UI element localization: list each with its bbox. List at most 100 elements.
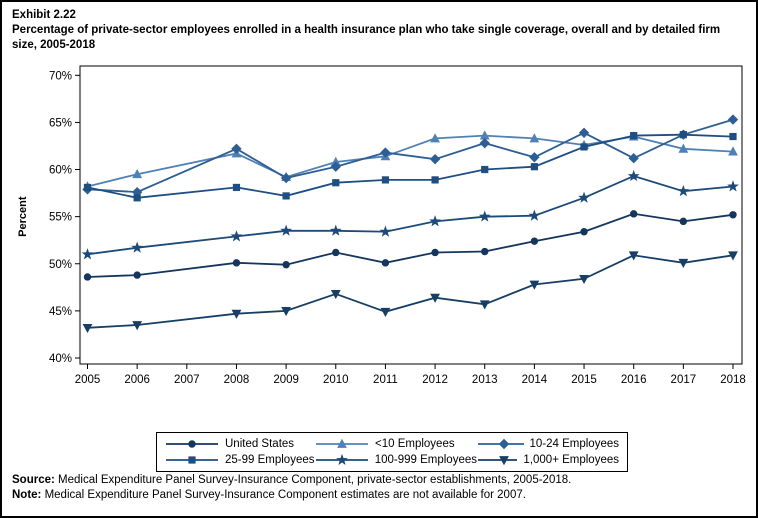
y-tick-label: 50%	[49, 259, 72, 271]
square-marker	[431, 176, 439, 184]
circle-marker	[188, 440, 196, 448]
legend-item: <10 Employees	[315, 437, 477, 451]
triangle-down-marker	[231, 309, 242, 319]
circle-marker	[282, 261, 290, 269]
star-marker	[727, 180, 739, 192]
square-marker	[83, 183, 92, 192]
diamond-marker	[330, 161, 341, 172]
diamond-marker	[479, 137, 490, 149]
triangle-up-legend-swatch	[316, 438, 368, 448]
series-100-999-employees	[81, 169, 739, 260]
square-marker	[332, 179, 340, 187]
square-marker	[188, 456, 196, 464]
star-marker	[677, 185, 690, 197]
diamond-marker	[578, 127, 590, 138]
circle-marker	[679, 217, 688, 226]
square-marker	[381, 176, 390, 184]
triangle-down-marker	[281, 306, 292, 317]
x-tick-label: 2013	[472, 374, 498, 386]
legend-item: United States	[165, 437, 315, 451]
triangle-down-marker	[330, 290, 341, 300]
circle-marker	[232, 259, 241, 267]
note-text: Medical Expenditure Panel Survey-Insuran…	[41, 489, 526, 502]
x-tick-label: 2010	[323, 374, 349, 386]
circle-marker	[481, 247, 489, 256]
triangle-down-marker	[82, 323, 93, 334]
y-axis: 40% 45% 50% 55% 60% 65% 70%	[49, 70, 80, 365]
square-marker	[630, 132, 638, 140]
footnotes: Source: Medical Expenditure Panel Survey…	[12, 473, 571, 503]
x-tick-label: 2017	[671, 374, 697, 386]
diamond-marker	[727, 114, 739, 125]
circle-marker	[629, 210, 638, 218]
source-text: Medical Expenditure Panel Survey-Insuran…	[54, 474, 572, 486]
legend-label: 100-999 Employees	[374, 454, 477, 466]
legend: United States <10 Employees 10-24 Employee…	[156, 432, 628, 472]
triangle-down-marker	[628, 251, 639, 261]
legend-label: <10 Employees	[375, 438, 455, 450]
square-marker	[530, 163, 538, 171]
series-1-000-employees	[82, 251, 738, 334]
diamond-marker	[529, 152, 540, 163]
y-tick-label: 45%	[49, 306, 72, 318]
square-marker	[232, 183, 241, 192]
series-line	[87, 212, 734, 278]
star-marker	[336, 453, 348, 466]
star-marker	[528, 209, 541, 221]
source-line: Source: Medical Expenditure Panel Survey…	[12, 473, 571, 488]
x-tick-label: 2011	[373, 374, 398, 386]
circle-marker	[530, 237, 539, 245]
triangle-down-marker	[529, 280, 540, 290]
y-tick-label: 65%	[49, 117, 72, 129]
x-tick-label: 2009	[273, 374, 299, 386]
x-tick-label: 2018	[720, 374, 746, 386]
triangle-down-marker	[380, 307, 391, 318]
circle-marker	[729, 211, 737, 219]
x-axis: 2005 2006 2007 2008 2009 2010 2011 2012 2013 2014…	[75, 364, 746, 386]
square-marker	[133, 194, 141, 202]
star-marker	[280, 224, 293, 236]
y-tick-label: 40%	[49, 353, 72, 365]
note-prefix: Note:	[12, 489, 42, 502]
circle-marker	[431, 248, 439, 257]
diamond-marker	[380, 147, 391, 158]
circle-legend-swatch	[166, 440, 218, 448]
series-line	[87, 254, 734, 329]
star-marker	[379, 225, 392, 237]
diamond-marker	[280, 172, 292, 184]
y-axis-title: Percent	[17, 196, 29, 237]
triangle-down-marker	[499, 456, 509, 466]
x-tick-label: 2007	[174, 374, 200, 386]
triangle-down-marker	[728, 251, 738, 261]
triangle-up-marker	[132, 169, 143, 179]
x-tick-label: 2016	[621, 374, 647, 386]
series-line	[87, 133, 734, 199]
x-tick-label: 2005	[75, 374, 101, 386]
diamond-marker	[429, 153, 441, 165]
triangle-down-marker	[132, 321, 143, 331]
circle-marker	[83, 273, 92, 281]
legend-item: 1,000+ Employees	[477, 453, 619, 467]
square-legend-swatch	[166, 456, 218, 464]
star-marker	[627, 169, 640, 182]
triangle-up-marker	[728, 146, 738, 156]
legend-item: 100-999 Employees	[315, 453, 477, 467]
star-marker	[81, 248, 94, 260]
legend-label: 10-24 Employees	[529, 438, 620, 450]
y-tick-label: 70%	[49, 70, 72, 82]
square-marker	[729, 132, 737, 141]
y-tick-label: 60%	[49, 165, 72, 177]
x-tick-label: 2014	[522, 374, 548, 386]
triangle-up-marker	[678, 143, 689, 153]
note-line: Note: Medical Expenditure Panel Survey-I…	[12, 488, 571, 503]
diamond-legend-swatch	[478, 438, 524, 450]
line-chart: 40% 45% 50% 55% 60% 65% 70% Percent 2005 2006 2007…	[17, 65, 746, 386]
x-tick-label: 2012	[422, 374, 448, 386]
circle-marker	[580, 228, 588, 236]
circle-marker	[133, 271, 141, 279]
circle-marker	[332, 248, 340, 257]
triangle-up-marker	[337, 438, 347, 448]
legend-item: 10-24 Employees	[477, 437, 619, 451]
x-tick-label: 2008	[224, 374, 250, 386]
